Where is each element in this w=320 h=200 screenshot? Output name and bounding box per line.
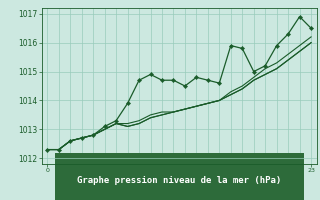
X-axis label: Graphe pression niveau de la mer (hPa): Graphe pression niveau de la mer (hPa) — [77, 176, 281, 185]
